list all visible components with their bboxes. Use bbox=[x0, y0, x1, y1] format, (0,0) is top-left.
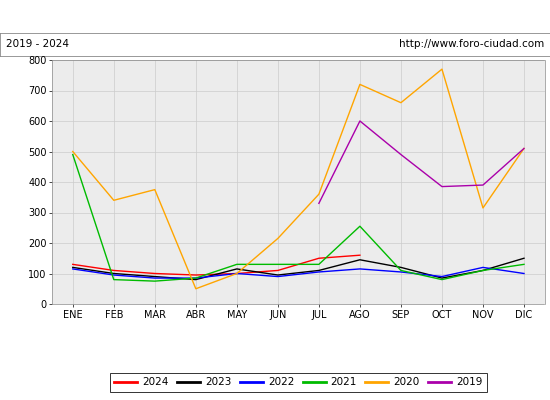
Text: http://www.foro-ciudad.com: http://www.foro-ciudad.com bbox=[399, 39, 544, 49]
Legend: 2024, 2023, 2022, 2021, 2020, 2019: 2024, 2023, 2022, 2021, 2020, 2019 bbox=[110, 373, 487, 392]
Text: 2019 - 2024: 2019 - 2024 bbox=[6, 39, 69, 49]
Text: Evolucion Nº Turistas Nacionales en el municipio de Cazalilla: Evolucion Nº Turistas Nacionales en el m… bbox=[63, 10, 487, 23]
